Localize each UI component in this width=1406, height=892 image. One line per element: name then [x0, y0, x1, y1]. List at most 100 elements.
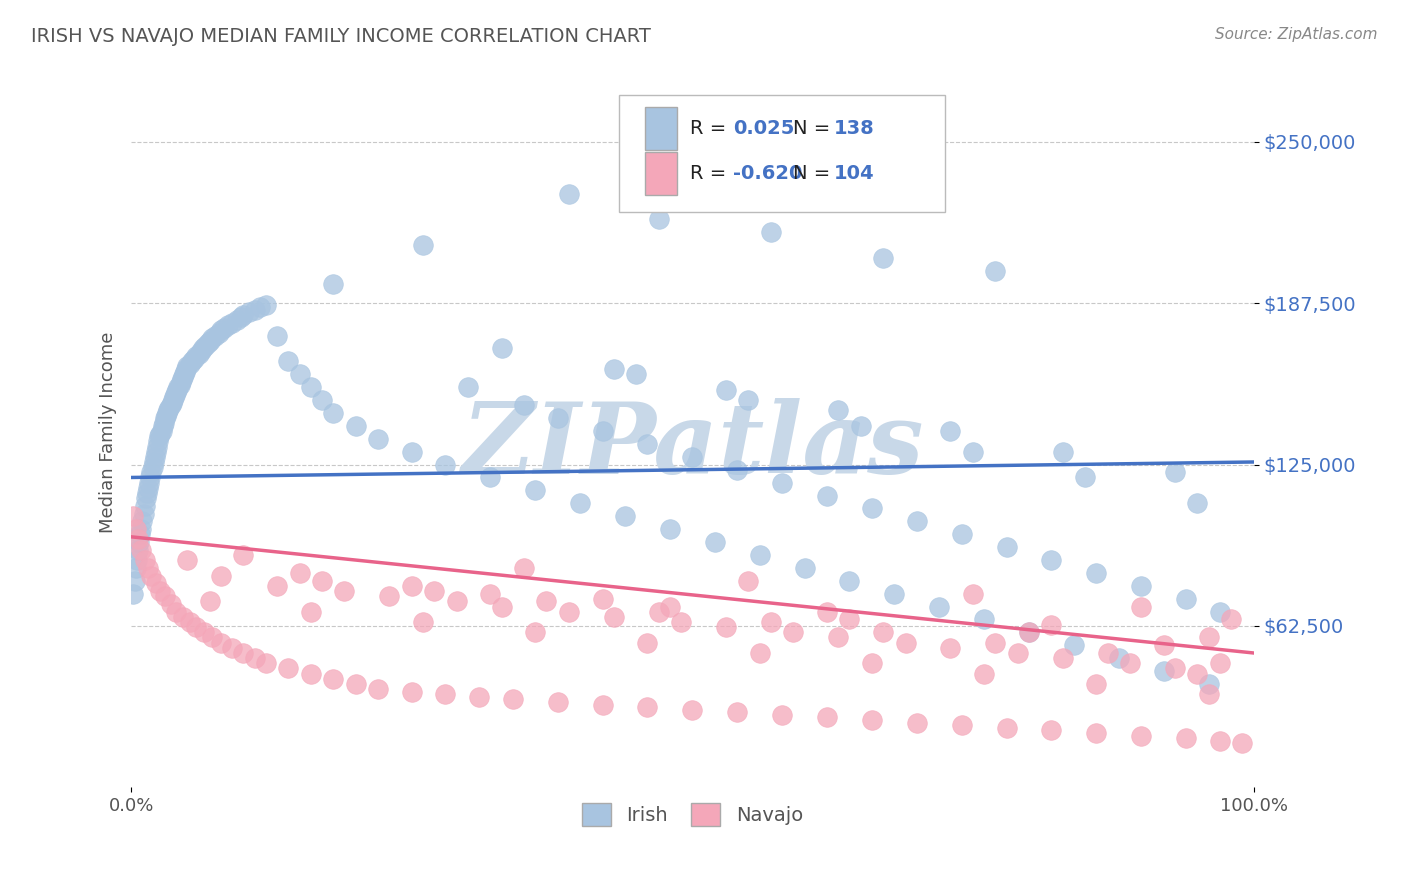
- Point: [592, 698, 614, 712]
- Point: [145, 576, 167, 591]
- Point: [231, 310, 253, 325]
- Point: [124, 574, 146, 588]
- Point: [159, 398, 181, 412]
- Text: Source: ZipAtlas.com: Source: ZipAtlas.com: [1215, 27, 1378, 42]
- Point: [198, 334, 221, 348]
- Point: [669, 615, 692, 629]
- Point: [209, 323, 232, 337]
- Point: [148, 429, 170, 443]
- Point: [860, 713, 883, 727]
- Point: [186, 620, 208, 634]
- Point: [1209, 605, 1232, 619]
- Point: [143, 450, 166, 464]
- Point: [1187, 666, 1209, 681]
- Point: [122, 509, 145, 524]
- Point: [125, 561, 148, 575]
- Point: [513, 398, 536, 412]
- Point: [378, 589, 401, 603]
- Point: [815, 489, 838, 503]
- Point: [277, 354, 299, 368]
- Point: [401, 444, 423, 458]
- Point: [748, 548, 770, 562]
- Point: [1209, 733, 1232, 747]
- Point: [311, 392, 333, 407]
- Point: [142, 460, 165, 475]
- Y-axis label: Median Family Income: Median Family Income: [100, 332, 117, 533]
- Point: [603, 610, 626, 624]
- Point: [1153, 664, 1175, 678]
- Point: [681, 450, 703, 464]
- Point: [1130, 729, 1153, 743]
- Point: [905, 514, 928, 528]
- Point: [367, 432, 389, 446]
- Point: [194, 339, 217, 353]
- Point: [1119, 657, 1142, 671]
- Point: [1164, 465, 1187, 479]
- Point: [145, 444, 167, 458]
- Point: [939, 424, 962, 438]
- Point: [163, 388, 186, 402]
- Point: [288, 566, 311, 580]
- Point: [179, 615, 201, 629]
- Point: [131, 514, 153, 528]
- Point: [446, 594, 468, 608]
- Point: [225, 313, 247, 327]
- Point: [221, 640, 243, 655]
- Point: [1097, 646, 1119, 660]
- Legend: Irish, Navajo: Irish, Navajo: [574, 795, 811, 834]
- Point: [174, 362, 197, 376]
- Point: [344, 677, 367, 691]
- Point: [547, 411, 569, 425]
- Point: [152, 417, 174, 431]
- Point: [434, 458, 457, 472]
- Point: [491, 342, 513, 356]
- Point: [939, 640, 962, 655]
- Point: [208, 326, 231, 340]
- Point: [1063, 638, 1085, 652]
- Point: [249, 300, 271, 314]
- Point: [626, 368, 648, 382]
- Point: [637, 437, 659, 451]
- Point: [344, 418, 367, 433]
- Point: [138, 475, 160, 490]
- Point: [1232, 736, 1254, 750]
- Point: [1040, 723, 1063, 738]
- Point: [129, 527, 152, 541]
- Point: [1198, 677, 1220, 691]
- Point: [1153, 638, 1175, 652]
- Point: [984, 635, 1007, 649]
- Point: [170, 372, 193, 386]
- Point: [322, 672, 344, 686]
- Point: [703, 535, 725, 549]
- Point: [714, 383, 737, 397]
- Point: [149, 584, 172, 599]
- Point: [524, 625, 547, 640]
- Point: [592, 424, 614, 438]
- Text: N =: N =: [793, 164, 837, 183]
- Point: [209, 635, 232, 649]
- Point: [524, 483, 547, 498]
- Point: [243, 651, 266, 665]
- Point: [132, 507, 155, 521]
- Point: [502, 692, 524, 706]
- Point: [176, 553, 198, 567]
- Point: [468, 690, 491, 704]
- Point: [157, 401, 180, 415]
- Point: [180, 354, 202, 368]
- Point: [201, 631, 224, 645]
- Point: [160, 395, 183, 409]
- Point: [169, 375, 191, 389]
- Point: [172, 369, 194, 384]
- Point: [322, 277, 344, 291]
- Point: [299, 666, 322, 681]
- Point: [1164, 661, 1187, 675]
- Point: [637, 700, 659, 714]
- Point: [984, 264, 1007, 278]
- Point: [1085, 677, 1108, 691]
- Point: [266, 579, 288, 593]
- Point: [737, 392, 759, 407]
- Point: [603, 362, 626, 376]
- Point: [266, 328, 288, 343]
- Point: [139, 470, 162, 484]
- Point: [142, 455, 165, 469]
